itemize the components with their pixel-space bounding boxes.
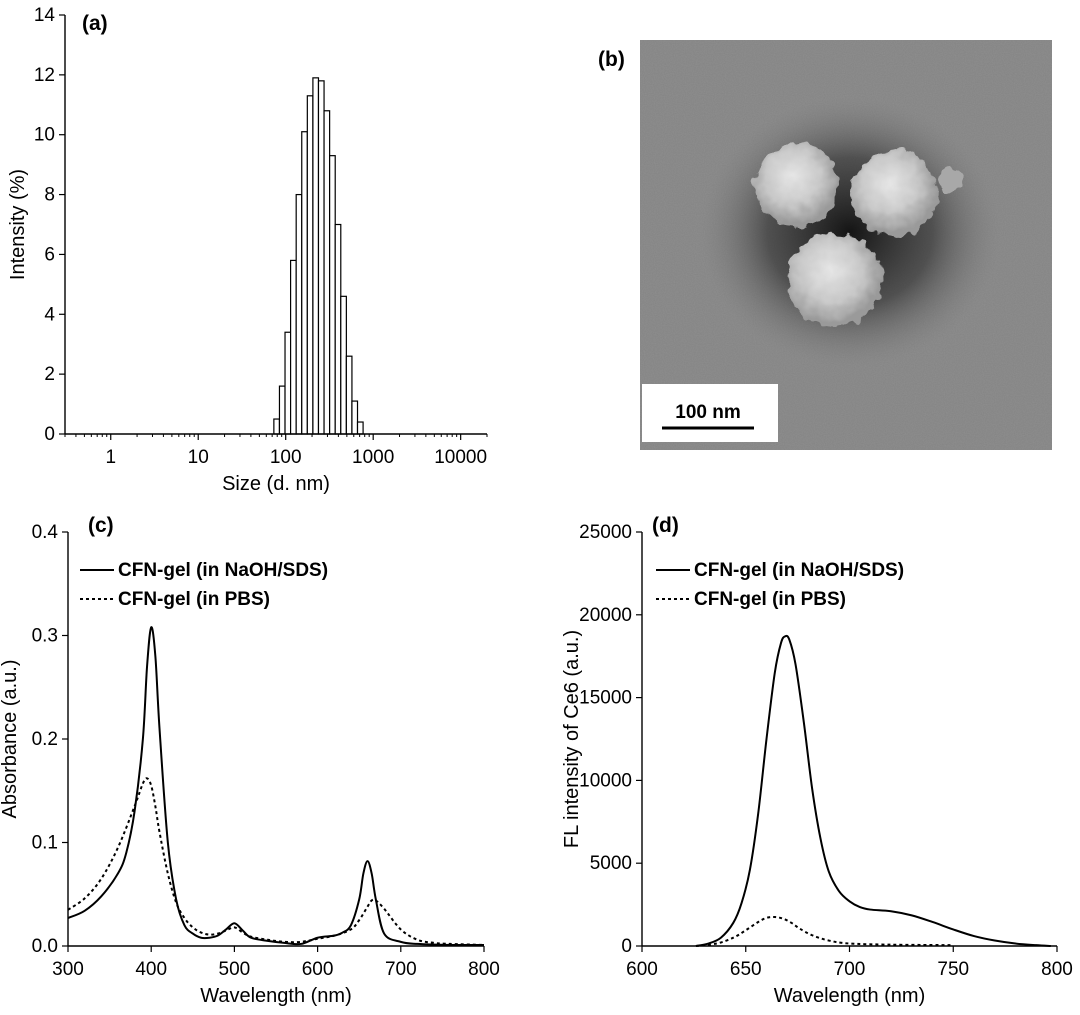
histogram-bar	[340, 295, 347, 435]
y-axis-label: Intensity (%)	[7, 169, 29, 280]
y-tick-label: 2	[44, 364, 55, 385]
y-tick-label: 25000	[579, 522, 632, 543]
histogram-bar	[284, 331, 292, 435]
histogram-bar	[351, 400, 359, 435]
y-tick-label: 10000	[579, 770, 632, 791]
nanoparticle-2	[851, 150, 937, 236]
panel-d-label: (d)	[652, 514, 679, 537]
scale-bar-box	[642, 384, 778, 442]
series-line-naoh-sds	[695, 634, 1051, 947]
y-tick-label: 4	[44, 304, 55, 325]
x-tick-label: 10	[188, 447, 209, 468]
tem-staining-halo	[700, 97, 1000, 367]
series-line-pbs	[695, 915, 954, 947]
y-tick-label: 0.0	[32, 936, 58, 957]
y-axis-label: FL intensity of Ce6 (a.u.)	[561, 630, 583, 848]
histogram-bar	[273, 418, 281, 435]
y-tick-label: 6	[44, 244, 55, 265]
nanoparticle-3	[788, 233, 882, 327]
histogram-bars	[273, 77, 364, 435]
x-tick-label: 400	[135, 959, 167, 980]
nanoparticle-1	[755, 143, 839, 227]
histogram-bar	[323, 110, 331, 435]
y-tick-label: 12	[34, 65, 55, 86]
x-tick-label: 700	[834, 959, 866, 980]
legend-label: CFN-gel (in NaOH/SDS)	[694, 560, 904, 581]
x-axis-label: Wavelength (nm)	[200, 985, 352, 1007]
x-tick-label: 10000	[434, 447, 487, 468]
y-tick-label: 15000	[579, 688, 632, 709]
x-tick-label: 1	[105, 447, 116, 468]
legend-label: CFN-gel (in PBS)	[118, 589, 270, 610]
panel-a-histogram: (a) 0 2 4 6 8 10 12 14 1 10 100 1000 10000 Size (d. n…	[7, 5, 488, 495]
legend-label: CFN-gel (in NaOH/SDS)	[118, 560, 328, 581]
histogram-bar	[356, 421, 364, 435]
panel-c-series	[67, 626, 485, 947]
panel-b-label: (b)	[598, 48, 625, 71]
histogram-bar	[301, 131, 308, 435]
y-tick-label: 0.3	[32, 626, 58, 647]
x-tick-label: 650	[730, 959, 762, 980]
panel-c-absorbance: (c) 0.0 0.1 0.2 0.3 0.4 300 400 500 600 700 800 Wav…	[0, 514, 500, 1007]
series-line-pbs	[67, 777, 485, 946]
histogram-bar	[329, 155, 336, 435]
y-tick-label: 20000	[579, 605, 632, 626]
panel-c-label: (c)	[88, 514, 114, 537]
nanoparticle-fragment	[938, 168, 962, 192]
x-tick-label: 1000	[352, 447, 394, 468]
series-line-naoh-sds	[67, 626, 485, 947]
y-tick-label: 10	[34, 125, 55, 146]
x-tick-label: 600	[626, 959, 658, 980]
y-axis-label: Absorbance (a.u.)	[0, 660, 21, 819]
histogram-bar	[295, 193, 303, 435]
x-axis-label: Wavelength (nm)	[774, 985, 926, 1007]
x-tick-label: 750	[937, 959, 969, 980]
histogram-bar	[289, 259, 297, 435]
histogram-bar	[306, 95, 314, 435]
histogram-bar	[345, 355, 353, 435]
histogram-bar	[334, 223, 342, 435]
panel-b-tem-image: (b) 100 nm	[598, 40, 1052, 450]
x-tick-label: 300	[52, 959, 84, 980]
histogram-bar	[278, 385, 286, 435]
panel-d-series	[695, 634, 1051, 947]
x-axis-label: Size (d. nm)	[222, 473, 330, 495]
panel-c-legend: CFN-gel (in NaOH/SDS) CFN-gel (in PBS)	[80, 560, 328, 610]
histogram-bar	[312, 77, 320, 435]
panel-c-axes: 0.0 0.1 0.2 0.3 0.4 300 400 500 600 700 800 Wavelen…	[0, 522, 500, 1007]
x-tick-label: 500	[219, 959, 251, 980]
y-tick-label: 0	[44, 424, 55, 445]
histogram-bar	[317, 80, 325, 435]
scale-bar-label: 100 nm	[675, 402, 740, 423]
y-tick-label: 0.1	[32, 833, 58, 854]
x-tick-label: 100	[270, 447, 302, 468]
x-tick-label: 600	[302, 959, 334, 980]
panel-d-fluorescence: (d) 0 5000 10000 15000 20000 25000 600 650 700 75…	[561, 514, 1073, 1007]
panel-d-axes: 0 5000 10000 15000 20000 25000 600 650 700 750 800…	[561, 522, 1073, 1007]
panel-a-axes: 0 2 4 6 8 10 12 14 1 10 100 1000 10000 Size (d. nm) In…	[7, 5, 488, 495]
nanoparticle-cluster	[755, 143, 962, 327]
legend-label: CFN-gel (in PBS)	[694, 589, 846, 610]
panel-a-label: (a)	[82, 12, 108, 35]
y-tick-label: 14	[34, 5, 56, 26]
y-tick-label: 0	[621, 936, 632, 957]
x-tick-label: 700	[385, 959, 417, 980]
y-tick-label: 0.2	[32, 729, 58, 750]
y-tick-label: 0.4	[32, 522, 59, 543]
y-tick-label: 8	[44, 185, 55, 206]
panel-d-legend: CFN-gel (in NaOH/SDS) CFN-gel (in PBS)	[656, 560, 904, 610]
x-tick-label: 800	[1041, 959, 1073, 980]
x-tick-label: 800	[468, 959, 500, 980]
y-tick-label: 5000	[590, 853, 632, 874]
